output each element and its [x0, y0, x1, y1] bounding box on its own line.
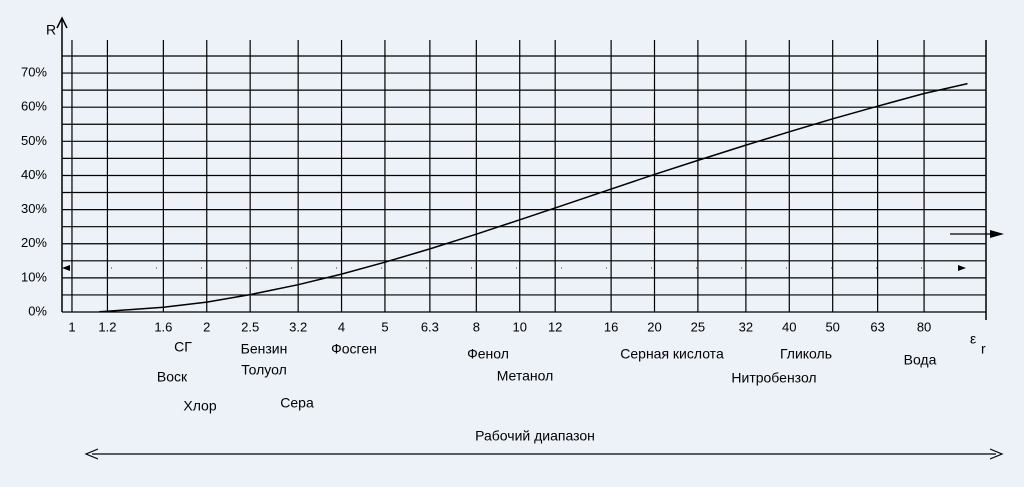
y-axis-arrow	[56, 16, 68, 29]
y-tick-label: 10%	[21, 269, 47, 284]
x-tick-label: 2	[203, 319, 210, 334]
x-tick-label: 25	[691, 319, 705, 334]
x-axis-label: ε	[970, 331, 976, 347]
x-tick-label: 1	[68, 319, 75, 334]
x-tick-label: 1.6	[154, 319, 172, 334]
x-tick-label: 6.3	[421, 319, 439, 334]
x-tick-label: 20	[647, 319, 661, 334]
x-tick-label: 10	[512, 319, 526, 334]
x-tick-label: 16	[604, 319, 618, 334]
annotation: Серная кислота	[620, 346, 724, 362]
x-tick-label: 63	[870, 319, 884, 334]
x-tick-label: 3.2	[289, 319, 307, 334]
x-tick-label: 12	[548, 319, 562, 334]
range-arrow-heads	[84, 448, 1004, 460]
y-tick-label: 30%	[21, 201, 47, 216]
arrow-head	[990, 230, 1004, 238]
x-tick-label: 8	[473, 319, 480, 334]
annotation: Гликоль	[780, 346, 832, 362]
curve	[99, 82, 968, 313]
x-tick-label: 40	[782, 319, 796, 334]
x-tick-label: 2.5	[241, 319, 259, 334]
annotation: Фосген	[331, 341, 377, 357]
annotation: Бензин	[241, 341, 288, 357]
annotation: СГ	[174, 339, 192, 355]
annotation: Метанол	[497, 368, 554, 384]
annotation: Сера	[280, 395, 314, 411]
x-tick-label: 32	[739, 319, 753, 334]
x-axis-label-sub: r	[981, 341, 986, 357]
x-tick-label: 1.2	[98, 319, 116, 334]
y-tick-label: 40%	[21, 167, 47, 182]
annotation: Фенол	[467, 346, 509, 362]
annotation: Толуол	[241, 362, 287, 378]
annotation: Нитробензол	[731, 370, 816, 386]
range-label: Рабочий диапазон	[475, 428, 595, 444]
x-tick-label: 80	[917, 319, 931, 334]
y-tick-label: 20%	[21, 235, 47, 250]
annotation: Вода	[904, 352, 937, 368]
x-tick-label: 5	[381, 319, 388, 334]
y-tick-label: 70%	[21, 65, 47, 80]
grid	[62, 40, 986, 313]
y-tick-label: 60%	[21, 99, 47, 114]
y-tick-label: 50%	[21, 133, 47, 148]
annotation: Хлор	[183, 398, 216, 414]
annotation: Воск	[157, 369, 188, 385]
x-tick-label: 50	[825, 319, 839, 334]
y-axis-label: R	[46, 22, 56, 38]
y-tick-label: 0%	[28, 303, 47, 318]
x-tick-label: 4	[338, 319, 345, 334]
